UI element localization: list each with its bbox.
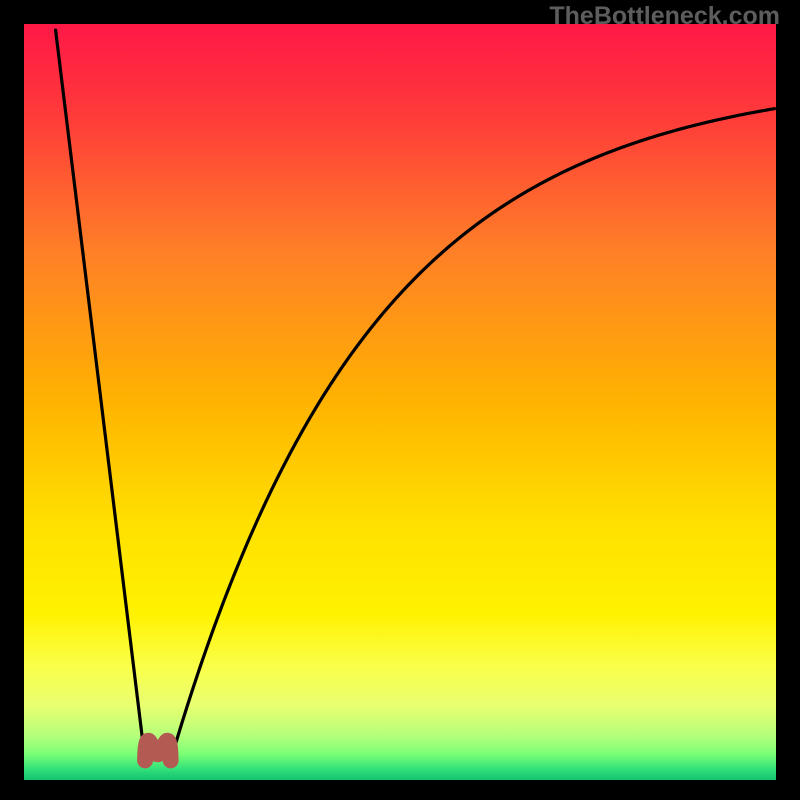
bottleneck-plot: [24, 24, 776, 780]
watermark-text: TheBottleneck.com: [549, 2, 780, 31]
chart-frame: TheBottleneck.com: [0, 0, 800, 800]
gradient-background: [24, 24, 776, 780]
dip-marker: [145, 741, 171, 761]
